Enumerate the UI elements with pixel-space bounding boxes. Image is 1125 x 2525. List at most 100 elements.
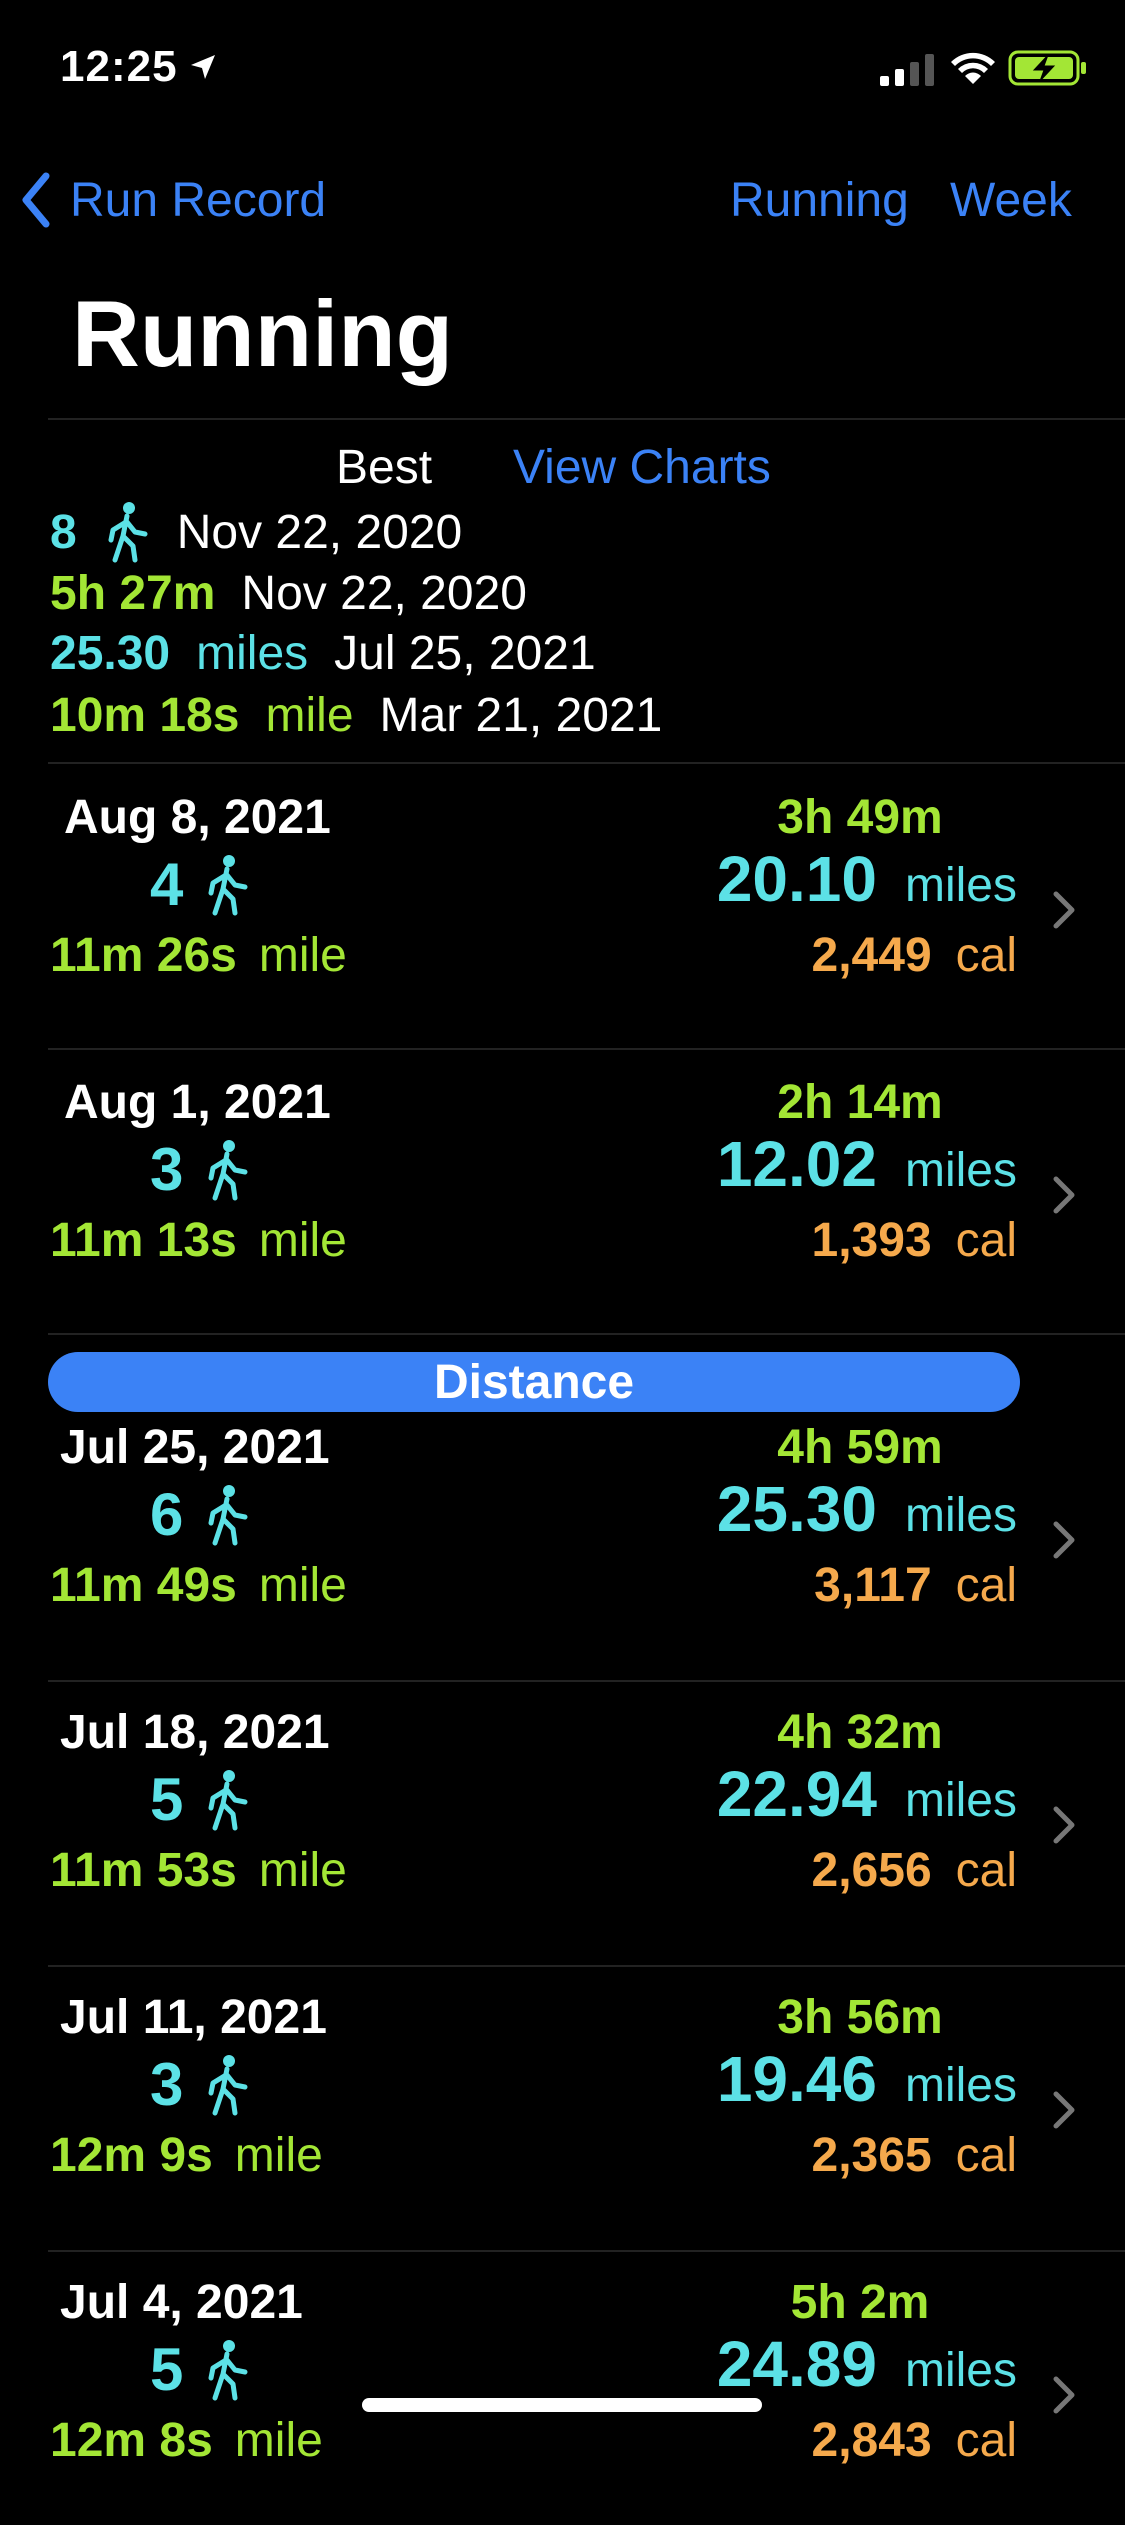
run-count: 5 xyxy=(150,1765,249,1834)
row-disclosure xyxy=(1052,1520,1076,1565)
run-duration: 4h 59m xyxy=(777,1421,943,1474)
run-calories-unit: cal xyxy=(955,1844,1017,1897)
run-count-value: 5 xyxy=(150,1766,184,1833)
wifi-icon xyxy=(951,52,995,84)
run-pace: 11m 53s mile xyxy=(50,1843,347,1898)
run-pace-value: 12m 8s xyxy=(50,2414,213,2467)
divider xyxy=(48,1965,1125,1967)
run-distance-unit: miles xyxy=(904,859,1017,912)
run-pace-unit: mile xyxy=(258,1214,347,1267)
best-distance-value: 25.30 xyxy=(50,627,171,680)
cellular-signal-icon xyxy=(880,54,934,86)
run-distance-unit: miles xyxy=(904,1489,1017,1542)
run-calories: 2,365 cal xyxy=(812,2128,1017,2183)
run-distance: 20.10 miles xyxy=(717,842,1017,916)
view-charts-link[interactable]: View Charts xyxy=(513,441,771,494)
best-duration-row: 5h 27m Nov 22, 2020 xyxy=(50,566,527,621)
chevron-right-icon xyxy=(1053,2091,1075,2129)
battery-charging-icon xyxy=(1008,50,1086,86)
chevron-right-icon xyxy=(1053,1521,1075,1559)
run-pace-value: 12m 9s xyxy=(50,2129,213,2182)
run-distance-value: 22.94 xyxy=(716,1758,877,1830)
walking-person-icon xyxy=(208,854,248,915)
run-distance-value: 12.02 xyxy=(716,1128,877,1200)
run-date: Aug 1, 2021 xyxy=(64,1076,331,1129)
best-pace-value: 10m 18s xyxy=(50,689,240,742)
run-calories-unit: cal xyxy=(955,2414,1017,2467)
run-duration: 4h 32m xyxy=(777,1706,943,1759)
walking-person-icon xyxy=(208,2339,248,2400)
run-distance: 12.02 miles xyxy=(717,1127,1017,1201)
back-label: Run Record xyxy=(70,173,327,227)
run-date: Jul 25, 2021 xyxy=(60,1421,330,1474)
running-filter-button[interactable]: Running xyxy=(730,173,909,227)
run-count-value: 5 xyxy=(150,2336,184,2403)
run-calories-unit: cal xyxy=(955,2129,1017,2182)
run-date: Jul 11, 2021 xyxy=(60,1991,327,2044)
best-pace-date: Mar 21, 2021 xyxy=(379,689,663,742)
run-calories-value: 2,365 xyxy=(811,2129,932,2182)
divider xyxy=(48,762,1125,764)
run-distance-value: 25.30 xyxy=(716,1473,877,1545)
run-count: 3 xyxy=(150,1135,249,1204)
best-label: Best xyxy=(336,441,433,494)
run-distance-unit: miles xyxy=(904,1144,1017,1197)
run-count-value: 3 xyxy=(150,1136,184,1203)
page-title: Running xyxy=(72,281,454,386)
run-count-value: 6 xyxy=(150,1481,184,1548)
run-distance-value: 20.10 xyxy=(716,843,877,915)
week-period-button[interactable]: Week xyxy=(950,173,1072,227)
run-count-value: 4 xyxy=(150,851,184,918)
run-calories-unit: cal xyxy=(955,929,1017,982)
run-distance: 25.30 miles xyxy=(717,1472,1017,1546)
back-button[interactable]: Run Record xyxy=(20,165,326,235)
run-pace-unit: mile xyxy=(234,2129,323,2182)
divider xyxy=(48,1680,1125,1682)
best-pace-unit: mile xyxy=(265,689,354,742)
run-pace-unit: mile xyxy=(258,929,347,982)
divider xyxy=(48,418,1125,420)
run-pace: 12m 8s mile xyxy=(50,2413,323,2468)
status-bar: 12:25 xyxy=(0,0,1125,140)
run-pace-value: 11m 26s xyxy=(50,929,237,982)
row-disclosure xyxy=(1052,1175,1076,1220)
best-distance-date: Jul 25, 2021 xyxy=(334,627,596,680)
location-arrow-icon xyxy=(191,55,215,79)
walking-person-icon xyxy=(208,1484,248,1545)
walking-person-icon xyxy=(208,2054,248,2115)
best-duration-date: Nov 22, 2020 xyxy=(241,567,527,620)
chevron-right-icon xyxy=(1053,1806,1075,1844)
run-date: Jul 4, 2021 xyxy=(60,2276,303,2329)
run-calories-value: 2,449 xyxy=(811,929,932,982)
best-duration-value: 5h 27m xyxy=(50,567,216,620)
home-indicator[interactable] xyxy=(362,2398,762,2412)
run-calories-value: 2,656 xyxy=(811,1844,932,1897)
run-pace: 11m 49s mile xyxy=(50,1558,347,1613)
run-count: 3 xyxy=(150,2050,249,2119)
run-distance-value: 19.46 xyxy=(716,2043,877,2115)
run-calories-value: 1,393 xyxy=(811,1214,932,1267)
run-pace-value: 11m 49s xyxy=(50,1559,237,1612)
run-calories: 2,449 cal xyxy=(812,928,1017,983)
run-calories: 3,117 cal xyxy=(814,1558,1017,1613)
chevron-right-icon xyxy=(1053,2376,1075,2414)
row-disclosure xyxy=(1052,2375,1076,2420)
run-distance: 22.94 miles xyxy=(717,1757,1017,1831)
walking-person-icon xyxy=(108,502,148,563)
run-distance-value: 24.89 xyxy=(716,2328,877,2400)
run-pace-unit: mile xyxy=(258,1844,347,1897)
run-calories: 1,393 cal xyxy=(812,1213,1017,1268)
chevron-right-icon xyxy=(1053,1176,1075,1214)
best-distance-row: 25.30 miles Jul 25, 2021 xyxy=(50,626,596,681)
run-pace: 11m 13s mile xyxy=(50,1213,347,1268)
best-distance-unit: miles xyxy=(196,627,309,680)
run-distance: 19.46 miles xyxy=(717,2042,1017,2116)
chevron-left-icon xyxy=(22,172,50,228)
run-pace-value: 11m 53s xyxy=(50,1844,237,1897)
walking-person-icon xyxy=(208,1769,248,1830)
run-duration: 5h 2m xyxy=(790,2276,930,2329)
run-duration: 2h 14m xyxy=(777,1076,943,1129)
best-count-date: Nov 22, 2020 xyxy=(176,505,463,559)
run-calories-unit: cal xyxy=(955,1559,1017,1612)
run-count: 6 xyxy=(150,1480,249,1549)
